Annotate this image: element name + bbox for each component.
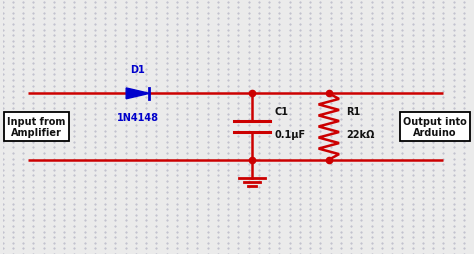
Text: Input from
Amplifier: Input from Amplifier: [7, 116, 65, 138]
Text: 22kΩ: 22kΩ: [346, 130, 375, 139]
Text: 1N4148: 1N4148: [117, 113, 159, 123]
Text: R1: R1: [346, 107, 361, 117]
Text: C1: C1: [274, 107, 288, 117]
Text: 0.1μF: 0.1μF: [274, 130, 305, 139]
Text: Output into
Arduino: Output into Arduino: [403, 116, 467, 138]
Polygon shape: [126, 89, 149, 99]
Text: D1: D1: [130, 65, 145, 75]
